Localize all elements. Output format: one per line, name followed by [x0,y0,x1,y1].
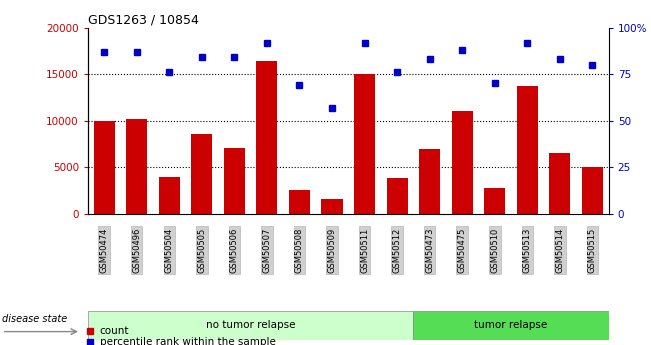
Bar [191,134,212,214]
Bar [126,119,147,214]
Bar [224,148,245,214]
Text: GSM50474: GSM50474 [100,228,109,273]
Text: disease state: disease state [2,314,67,324]
Bar [413,310,609,340]
Text: count: count [100,326,129,336]
Bar [88,310,413,340]
Text: GSM50504: GSM50504 [165,228,174,273]
Text: GSM50513: GSM50513 [523,228,532,273]
Bar [256,61,277,214]
Bar [582,167,603,214]
Text: GSM50508: GSM50508 [295,228,304,273]
Text: GSM50507: GSM50507 [262,228,271,273]
Text: GSM50512: GSM50512 [393,228,402,273]
Bar [289,190,310,214]
Bar [94,121,115,214]
Bar [419,149,440,214]
Text: GSM50496: GSM50496 [132,228,141,273]
Text: percentile rank within the sample: percentile rank within the sample [100,337,275,345]
Bar [322,199,342,214]
Bar [549,153,570,214]
Bar [517,86,538,214]
Bar [354,74,375,214]
Bar [484,188,505,214]
Text: GSM50475: GSM50475 [458,228,467,273]
Text: GSM50505: GSM50505 [197,228,206,273]
Text: GSM50509: GSM50509 [327,228,337,273]
Bar [452,110,473,214]
Bar [159,177,180,214]
Text: GSM50510: GSM50510 [490,228,499,273]
Text: no tumor relapse: no tumor relapse [206,320,296,330]
Text: GDS1263 / 10854: GDS1263 / 10854 [88,13,199,27]
Text: GSM50511: GSM50511 [360,228,369,273]
Text: GSM50506: GSM50506 [230,228,239,273]
Bar [387,178,408,214]
Text: GSM50514: GSM50514 [555,228,564,273]
Text: tumor relapse: tumor relapse [475,320,547,330]
Text: GSM50515: GSM50515 [588,228,597,273]
Text: GSM50473: GSM50473 [425,228,434,273]
